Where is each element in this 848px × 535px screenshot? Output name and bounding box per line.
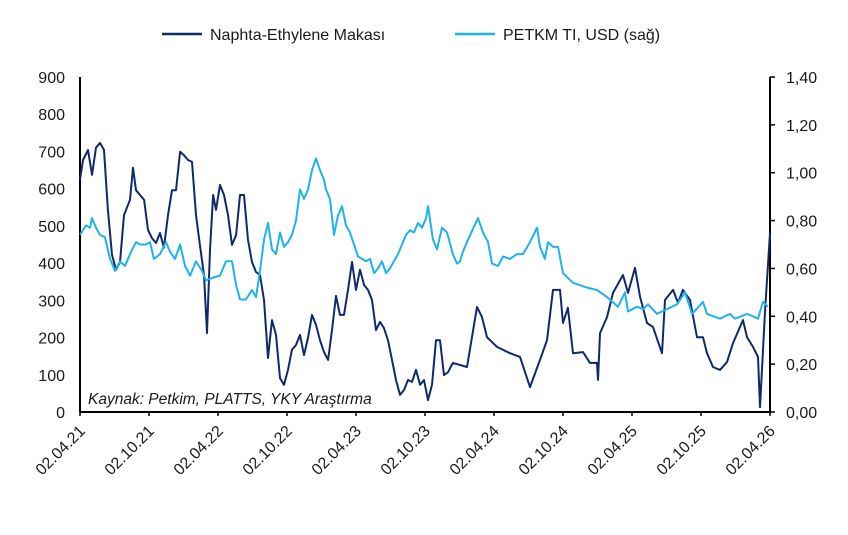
- y-right-tick-label: 0,60: [786, 261, 817, 278]
- y-right-tick-label: 1,00: [786, 166, 817, 183]
- source-note: Kaynak: Petkim, PLATTS, YKY Araştırma: [88, 391, 372, 408]
- y-right-tick-label: 0,40: [786, 309, 817, 326]
- y-left-tick-label: 600: [38, 182, 65, 199]
- y-left-tick-label: 400: [38, 256, 65, 273]
- y-left-tick-label: 700: [38, 144, 65, 161]
- y-left-tick-label: 800: [38, 107, 65, 124]
- x-tick-label: 02.10.25: [654, 423, 710, 479]
- y-left-tick-label: 200: [38, 331, 65, 348]
- y-left-tick-label: 0: [56, 405, 65, 422]
- x-tick-label: 02.04.24: [447, 423, 503, 479]
- y-right-tick-label: 1,40: [786, 70, 817, 87]
- series-layer: [79, 141, 771, 409]
- y-right-tick-label: 0,00: [786, 405, 817, 422]
- y-left-tick-label: 900: [38, 70, 65, 87]
- x-tick-label: 02.04.22: [171, 423, 227, 479]
- y-right-tick-label: 0,80: [786, 214, 817, 231]
- x-tick-label: 02.10.22: [240, 423, 296, 479]
- x-tick-label: 02.10.23: [378, 423, 434, 479]
- x-tick-label: 02.04.21: [33, 423, 89, 479]
- y-left-tick-label: 100: [38, 368, 65, 385]
- series-line-petkm: [79, 157, 769, 320]
- y-left-tick-label: 300: [38, 293, 65, 310]
- x-tick-label: 02.04.25: [585, 423, 641, 479]
- y-right-tick-label: 0,20: [786, 357, 817, 374]
- series-line-naphta-ethylene: [79, 141, 771, 409]
- legend: Naphta-Ethylene Makası PETKM TI, USD (sa…: [162, 27, 660, 44]
- legend-label-petkm: PETKM TI, USD (sağ): [503, 27, 660, 44]
- y-right-tick-label: 1,20: [786, 118, 817, 135]
- legend-label-naphta-ethylene: Naphta-Ethylene Makası: [210, 27, 385, 44]
- y-left-tick-label: 500: [38, 219, 65, 236]
- x-tick-label: 02.04.26: [723, 423, 779, 479]
- x-tick-label: 02.04.23: [309, 423, 365, 479]
- axes: 0 100 200 300 400 500 600 700 800 900 0,00 0,20 0,40…: [33, 70, 817, 479]
- x-tick-label: 02.10.24: [516, 423, 572, 479]
- x-tick-label: 02.10.21: [102, 423, 158, 479]
